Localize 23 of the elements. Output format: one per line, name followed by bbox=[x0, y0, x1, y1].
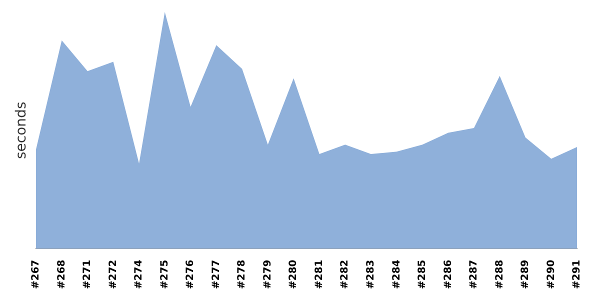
x-tick-label: #280 bbox=[288, 260, 300, 290]
x-tick-label: #274 bbox=[134, 260, 145, 290]
x-tick-label: #284 bbox=[391, 260, 402, 290]
x-tick-label: #281 bbox=[314, 260, 325, 290]
x-tick-label: #277 bbox=[210, 260, 222, 290]
x-tick-label: #279 bbox=[262, 260, 274, 290]
x-tick-label: #278 bbox=[236, 260, 248, 290]
x-tick-label: #288 bbox=[494, 260, 506, 290]
x-tick-label: #287 bbox=[468, 260, 480, 290]
x-tick-label: #275 bbox=[159, 260, 170, 290]
x-tick-label: #291 bbox=[572, 260, 583, 290]
x-tick-label: #272 bbox=[108, 260, 119, 290]
x-tick-label: #276 bbox=[185, 260, 196, 290]
y-axis-title: seconds bbox=[14, 102, 30, 159]
x-tick-label: #289 bbox=[520, 260, 532, 290]
x-tick-label: #267 bbox=[30, 260, 42, 290]
x-tick-label: #283 bbox=[366, 260, 376, 290]
x-tick-label: #285 bbox=[417, 260, 428, 290]
x-tick-label: #290 bbox=[546, 260, 557, 290]
x-tick-label: #286 bbox=[442, 260, 454, 290]
x-tick-label: #268 bbox=[56, 260, 68, 290]
x-tick-label: #282 bbox=[340, 260, 351, 290]
x-tick-label: #271 bbox=[82, 260, 94, 290]
